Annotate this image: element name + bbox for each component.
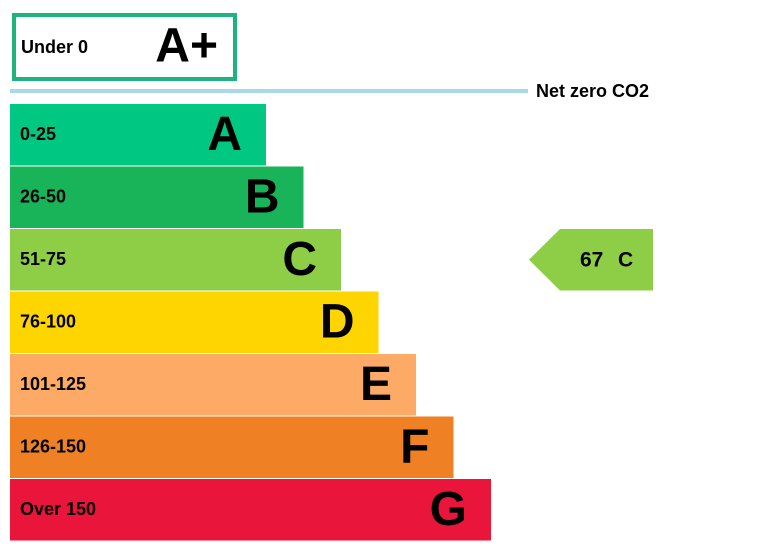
band-letter: E: [360, 358, 392, 411]
current-score: 67: [580, 248, 603, 271]
band-range: 126-150: [20, 437, 86, 457]
band: [10, 416, 454, 478]
top-band-range: Under 0: [21, 37, 88, 57]
band: [10, 479, 491, 541]
band-range: 0-25: [20, 124, 56, 144]
band: [10, 291, 379, 353]
band-letter: F: [400, 420, 429, 473]
current-rating-arrow: [529, 229, 653, 291]
band-range: 101-125: [20, 374, 86, 394]
current-letter: C: [618, 248, 633, 271]
band-range: 76-100: [20, 312, 76, 332]
band: [10, 166, 304, 228]
band-range: Over 150: [20, 499, 96, 519]
band-letter: B: [245, 170, 280, 223]
band-range: 26-50: [20, 187, 66, 207]
band: [10, 229, 341, 291]
band-letter: A: [207, 108, 242, 161]
band-range: 51-75: [20, 249, 66, 269]
band-letter: D: [320, 295, 355, 348]
band-letter: G: [430, 483, 467, 536]
top-band-box: [12, 13, 237, 81]
top-band-letter: A+: [155, 20, 218, 73]
band: [10, 354, 416, 416]
band: [10, 104, 266, 166]
net-zero-label: Net zero CO2: [536, 81, 649, 101]
band-letter: C: [282, 233, 317, 286]
